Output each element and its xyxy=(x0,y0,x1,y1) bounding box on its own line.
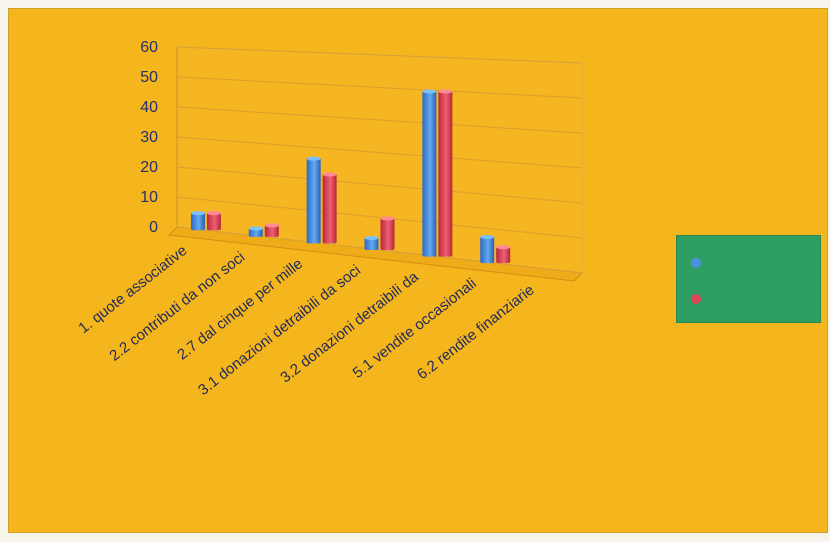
bar-cap-series-2-2 xyxy=(264,223,279,228)
y-tick-label-10: 10 xyxy=(140,189,158,206)
bar-series-1-6 xyxy=(480,236,495,264)
bar-cap-series-1-2 xyxy=(248,226,263,231)
bar-series-1-3 xyxy=(306,157,321,244)
gridline-60 xyxy=(176,46,583,64)
bar-cap-series-1-4 xyxy=(364,236,379,240)
bar-series-2-3 xyxy=(322,173,337,244)
bar-series-2-6 xyxy=(496,246,511,264)
bar-cap-series-1-5 xyxy=(422,89,437,94)
bar-series-1-4 xyxy=(364,237,379,250)
category-label-3: 2.7 dal cinque per mille xyxy=(174,255,306,363)
gridline-0 xyxy=(176,226,583,274)
y-tick-label-0: 0 xyxy=(149,219,158,236)
bar-series-1-1 xyxy=(190,212,205,231)
legend-swatch-series-1 xyxy=(691,258,701,268)
bar-cap-series-2-5 xyxy=(438,89,453,94)
y-tick-label-20: 20 xyxy=(140,159,158,176)
y-tick-label-30: 30 xyxy=(140,129,158,146)
bar-series-2-1 xyxy=(206,212,221,231)
bar-cap-series-2-1 xyxy=(206,211,221,216)
gridline-40 xyxy=(176,106,583,134)
gridline-20 xyxy=(176,166,583,204)
category-label-7: 6.2 rendite finanziarie xyxy=(414,281,537,383)
gridline-50 xyxy=(176,76,583,99)
bar-cap-series-1-3 xyxy=(306,156,321,161)
y-tick-label-60: 60 xyxy=(140,39,158,56)
bar-series-2-2 xyxy=(264,224,279,237)
category-label-6: 5.1 vendite occasionali xyxy=(350,275,480,382)
bar-series-2-4 xyxy=(380,217,395,250)
bar-series-2-5 xyxy=(438,90,453,257)
y-tick-label-50: 50 xyxy=(140,69,158,86)
bar-series-1-5 xyxy=(422,90,437,257)
bar-cap-series-2-3 xyxy=(322,172,337,177)
category-label-1: 1. quote associative xyxy=(75,242,190,337)
bar-cap-series-2-6 xyxy=(496,245,511,250)
gridline-10 xyxy=(176,196,583,239)
y-tick-label-40: 40 xyxy=(140,99,158,116)
bar-cap-series-1-1 xyxy=(190,211,205,216)
legend-swatch-series-2 xyxy=(691,294,701,304)
gridline-30 xyxy=(176,136,583,169)
bar-cap-series-1-6 xyxy=(480,235,495,239)
legend xyxy=(676,235,821,323)
bar-cap-series-2-4 xyxy=(380,216,395,221)
